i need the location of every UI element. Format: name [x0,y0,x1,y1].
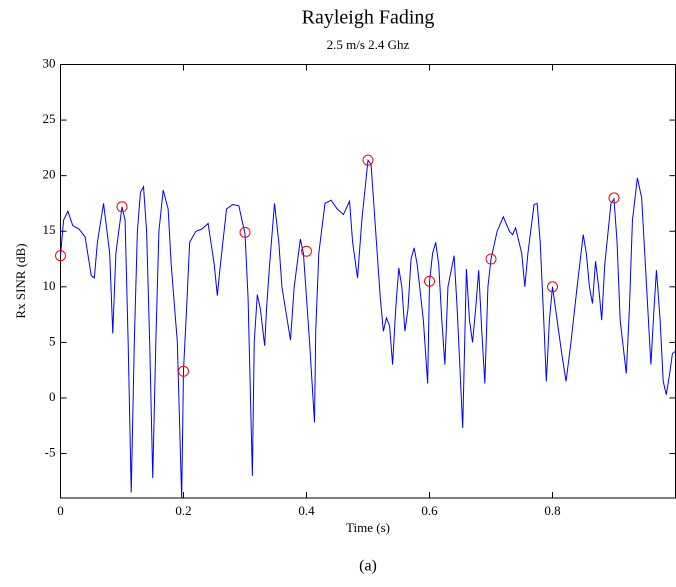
chart-subtitle: 2.5 m/s 2.4 Ghz [327,37,410,52]
y-axis-label: Rx SINR (dB) [13,243,28,318]
marker [608,192,620,204]
marker [424,275,435,287]
y-tick-label: 15 [43,222,56,237]
marker [301,245,312,257]
y-tick-label: 0 [49,389,56,404]
x-tick-label: 0.6 [421,503,438,518]
marker [239,226,251,238]
x-tick-label: 0 [57,503,64,518]
chart-title: Rayleigh Fading [302,7,435,29]
marker [547,281,558,293]
marker [485,253,497,265]
marker [362,154,374,166]
y-tick-label: 5 [49,333,56,348]
y-tick-label: 10 [43,278,56,293]
plot-area [60,158,676,498]
x-tick-label: 0.4 [298,503,315,518]
y-tick-label: -5 [45,445,56,460]
y-tick-label: 30 [43,55,56,70]
caption: (a) [359,558,377,575]
x-tick-label: 0.8 [544,503,560,518]
x-axis-label: Time (s) [346,520,390,535]
x-tick-label: 0.2 [175,503,191,518]
plot-frame [60,64,676,499]
y-tick-label: 25 [43,111,56,126]
y-tick-label: 20 [43,167,56,182]
marker [116,201,128,213]
marker [178,365,189,377]
marker [55,250,66,262]
line-series [60,158,676,498]
